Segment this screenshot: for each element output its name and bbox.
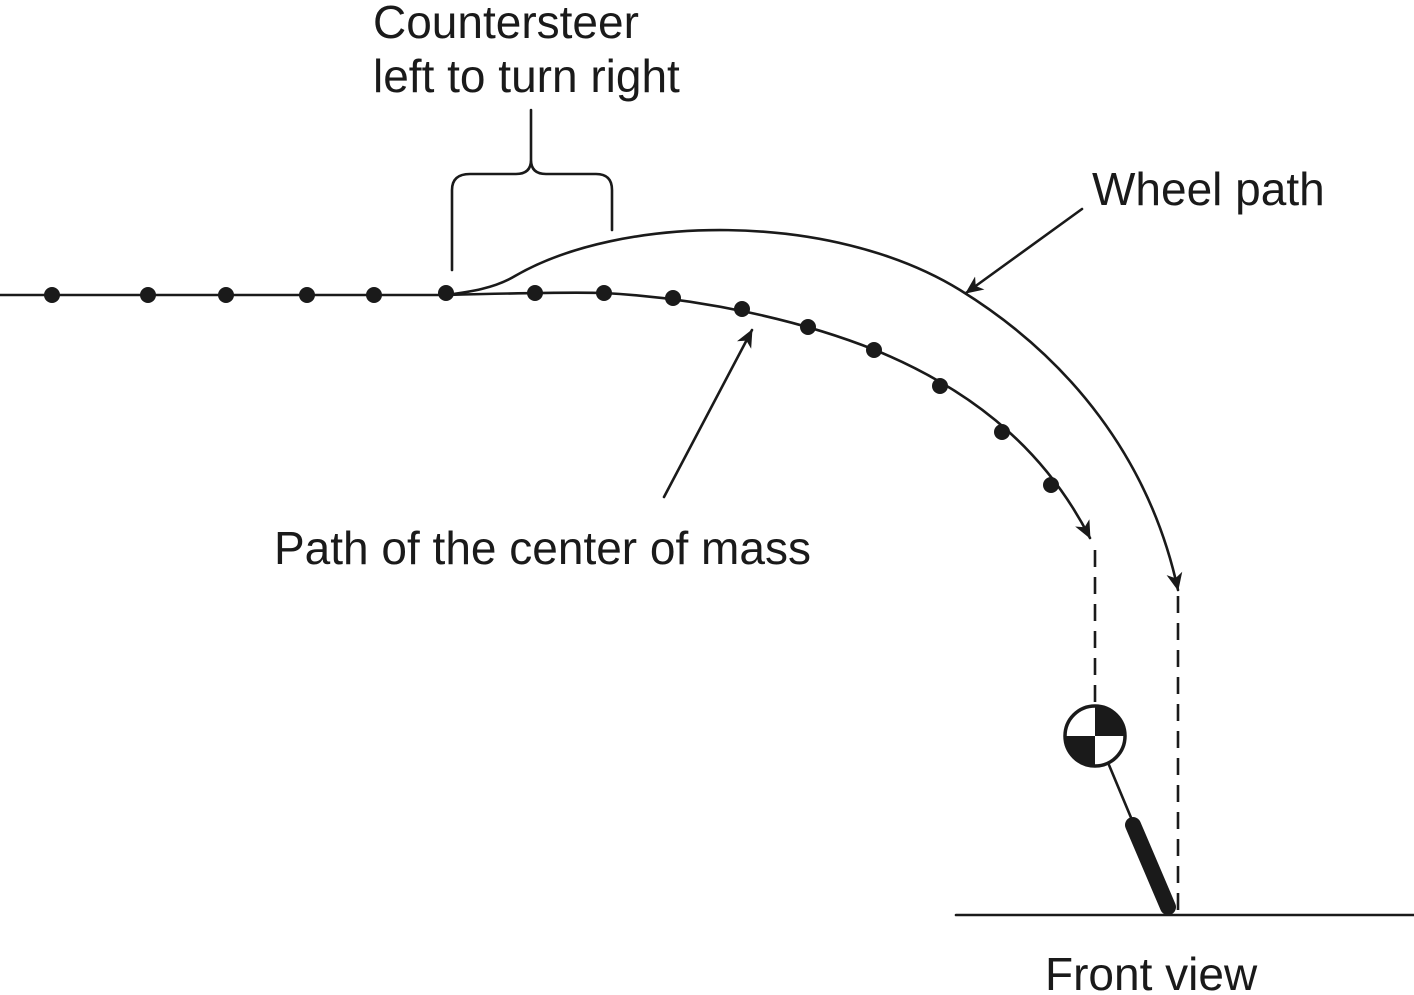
com-dot <box>366 287 382 303</box>
center-of-mass-dots <box>44 285 1059 493</box>
com-dot <box>994 424 1010 440</box>
com-dot <box>665 290 681 306</box>
countersteer-label-line2: left to turn right <box>373 50 680 102</box>
com-dot <box>140 287 156 303</box>
com-dot <box>596 285 612 301</box>
center-of-mass-path-label: Path of the center of mass <box>274 522 811 574</box>
center-of-mass-symbol <box>1063 704 1127 768</box>
tire-front-view <box>1125 817 1176 915</box>
com-dot <box>218 287 234 303</box>
com-dot <box>299 287 315 303</box>
com-dot <box>866 342 882 358</box>
com-dot <box>1043 477 1059 493</box>
wheel-path-pointer-arrow <box>964 207 1084 295</box>
com-dot <box>800 319 816 335</box>
center-of-mass-pointer-arrow <box>662 328 754 499</box>
com-dot <box>527 285 543 301</box>
com-dot <box>734 301 750 317</box>
front-view-label: Front view <box>1045 948 1258 995</box>
com-dot <box>932 378 948 394</box>
center-of-mass-path-curve <box>444 291 1092 540</box>
lean-line <box>1107 763 1134 822</box>
countersteer-bracket <box>450 108 614 272</box>
com-dot <box>438 285 454 301</box>
countersteer-label-line1: Countersteer <box>373 0 639 48</box>
wheel-path-label: Wheel path <box>1092 163 1325 215</box>
wheel-path-curve <box>444 228 1183 592</box>
com-dot <box>44 287 60 303</box>
